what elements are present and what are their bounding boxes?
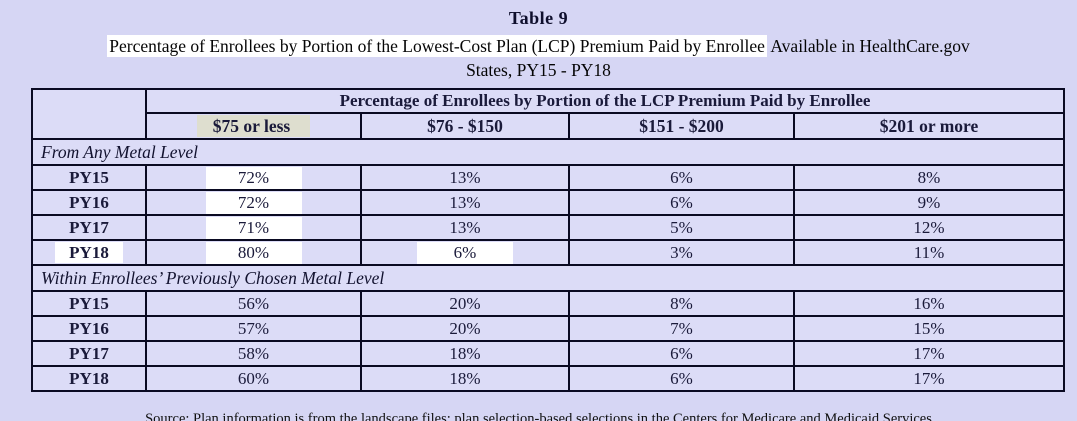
table-row: PY15 56% 20% 8% 16% [31,290,1066,317]
corner-cell [31,88,147,140]
value-cell: 3% [568,239,795,266]
year-label: PY18 [31,365,147,392]
year-label: PY17 [31,340,147,367]
table-subtitle: Percentage of Enrollees by Portion of th… [0,34,1077,58]
table-row: PY18 60% 18% 6% 17% [31,365,1066,392]
year-label: PY15 [31,290,147,317]
value-cell: 16% [792,290,1066,317]
column-header: $151 - $200 [568,112,795,140]
table-subtitle-line2: States, PY15 - PY18 [466,60,611,80]
year-label: PY17 [31,214,147,241]
year-label: PY15 [31,164,147,191]
value-cell: 56% [145,290,362,317]
value-cell: 17% [792,340,1066,367]
table-row: PY17 71% 13% 5% 12% [31,214,1066,241]
value-cell: 60% [145,365,362,392]
value-cell: 9% [792,189,1066,216]
table-row: PY16 72% 13% 6% 9% [31,189,1066,216]
value-cell: 6% [568,164,795,191]
span-header: Percentage of Enrollees by Portion of th… [144,88,1066,114]
value-cell: 6% [568,340,795,367]
value-cell: 17% [792,365,1066,392]
value-cell: 72% [145,164,362,191]
value-cell: 12% [792,214,1066,241]
value-cell: 20% [360,290,570,317]
value-cell: 18% [360,365,570,392]
table-row: PY18 80% 6% 3% 11% [31,239,1066,266]
value-cell: 15% [792,315,1066,342]
value-cell: 20% [360,315,570,342]
subtitle-highlighted-text: Percentage of Enrollees by Portion of th… [107,35,767,57]
value-cell: 11% [792,239,1066,266]
section-header: From Any Metal Level [30,138,1066,166]
value-cell: 58% [145,340,362,367]
value-cell: 71% [145,214,362,241]
value-cell: 18% [360,340,570,367]
source-note: Source: Plan information is from the lan… [145,411,932,421]
value-cell: 5% [568,214,795,241]
value-cell: 13% [360,214,570,241]
value-cell: 6% [360,239,570,266]
table-number-title: Table 9 [508,8,569,28]
column-header-highlight: $75 or less [196,114,311,137]
value-cell: 80% [145,239,362,266]
value-cell: 57% [145,315,362,342]
value-cell: 8% [568,290,795,317]
column-header: $201 or more [792,112,1066,140]
section-header: Within Enrollees’ Previously Chosen Meta… [30,264,1066,292]
table-row: PY15 72% 13% 6% 8% [31,164,1066,191]
value-cell: 6% [568,189,795,216]
subtitle-rest-text: Available in HealthCare.gov [766,36,970,56]
column-header: $76 - $150 [360,112,570,140]
year-label: PY16 [31,315,147,342]
year-label: PY16 [31,189,147,216]
value-cell: 6% [568,365,795,392]
table-9: Percentage of Enrollees by Portion of th… [30,88,1066,392]
value-cell: 8% [792,164,1066,191]
column-header: $75 or less [145,112,362,140]
year-label: PY18 [31,239,147,266]
table-row: PY17 58% 18% 6% 17% [31,340,1066,367]
table-row: PY16 57% 20% 7% 15% [31,315,1066,342]
value-cell: 7% [568,315,795,342]
value-cell: 13% [360,164,570,191]
value-cell: 72% [145,189,362,216]
value-cell: 13% [360,189,570,216]
